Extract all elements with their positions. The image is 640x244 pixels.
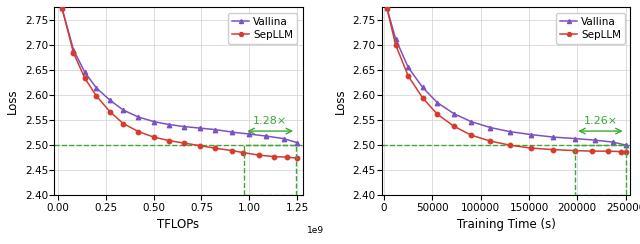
Line: Vallina: Vallina (385, 6, 628, 147)
SepLLM (106, 110, 114, 113)
Legend: Vallina, SepLLM: Vallina, SepLLM (228, 12, 298, 44)
Vallina (591, 139, 598, 142)
SepLLM (93, 94, 100, 97)
Vallina (280, 137, 287, 140)
SepLLM (467, 134, 475, 137)
Vallina (467, 120, 475, 123)
SepLLM (81, 77, 89, 80)
Vallina (572, 137, 579, 140)
SepLLM (58, 7, 66, 10)
SepLLM (70, 51, 77, 54)
SepLLM (572, 149, 579, 152)
SepLLM (392, 43, 399, 46)
SepLLM (196, 144, 204, 147)
SepLLM (239, 151, 247, 154)
Vallina (450, 112, 458, 115)
Vallina (527, 133, 535, 136)
Vallina (119, 109, 127, 112)
Vallina (262, 135, 270, 138)
SepLLM (284, 156, 291, 159)
Vallina (383, 7, 391, 10)
SepLLM (549, 148, 557, 151)
Text: 1.26×: 1.26× (584, 116, 618, 126)
Vallina (245, 132, 253, 135)
SepLLM (617, 150, 625, 153)
Vallina (549, 136, 557, 139)
SepLLM (621, 150, 629, 153)
SepLLM (506, 144, 513, 147)
Vallina (93, 87, 100, 90)
Vallina (293, 141, 301, 144)
Vallina (621, 144, 629, 147)
SepLLM (404, 74, 412, 77)
SepLLM (450, 125, 458, 128)
Legend: Vallina, SepLLM: Vallina, SepLLM (556, 12, 625, 44)
SepLLM (211, 147, 219, 150)
Line: SepLLM: SepLLM (60, 6, 299, 160)
SepLLM (588, 150, 596, 152)
SepLLM (383, 7, 391, 10)
Vallina (211, 128, 219, 131)
SepLLM (604, 150, 612, 152)
Vallina (486, 126, 494, 129)
X-axis label: TFLOPs: TFLOPs (157, 218, 200, 231)
Vallina (609, 141, 617, 143)
SepLLM (419, 97, 426, 100)
Vallina (404, 66, 412, 69)
Vallina (81, 71, 89, 74)
Y-axis label: Loss: Loss (6, 88, 19, 114)
SepLLM (433, 112, 441, 115)
Vallina (180, 125, 188, 128)
SepLLM (165, 139, 173, 142)
Vallina (58, 7, 66, 10)
Vallina (150, 120, 157, 123)
Vallina (134, 116, 142, 119)
Vallina (106, 99, 114, 102)
SepLLM (527, 147, 535, 150)
Line: SepLLM: SepLLM (385, 6, 628, 154)
SepLLM (228, 149, 236, 152)
X-axis label: Training Time (s): Training Time (s) (457, 218, 556, 231)
SepLLM (150, 136, 157, 139)
Bar (575, 145, 625, 195)
SepLLM (119, 122, 127, 125)
Vallina (419, 86, 426, 89)
SepLLM (180, 142, 188, 144)
Vallina (70, 49, 77, 51)
SepLLM (270, 155, 278, 158)
SepLLM (255, 154, 262, 157)
Text: 1.28×: 1.28× (253, 116, 287, 126)
Vallina (228, 131, 236, 133)
Y-axis label: Loss: Loss (334, 88, 347, 114)
Vallina (196, 127, 204, 130)
Vallina (165, 123, 173, 126)
Vallina (506, 130, 513, 133)
Vallina (392, 37, 399, 40)
SepLLM (486, 140, 494, 142)
Line: Vallina: Vallina (60, 6, 299, 145)
Bar (244, 145, 296, 195)
Vallina (433, 101, 441, 104)
Text: 1e9: 1e9 (307, 226, 324, 235)
SepLLM (134, 130, 142, 133)
SepLLM (293, 157, 301, 160)
